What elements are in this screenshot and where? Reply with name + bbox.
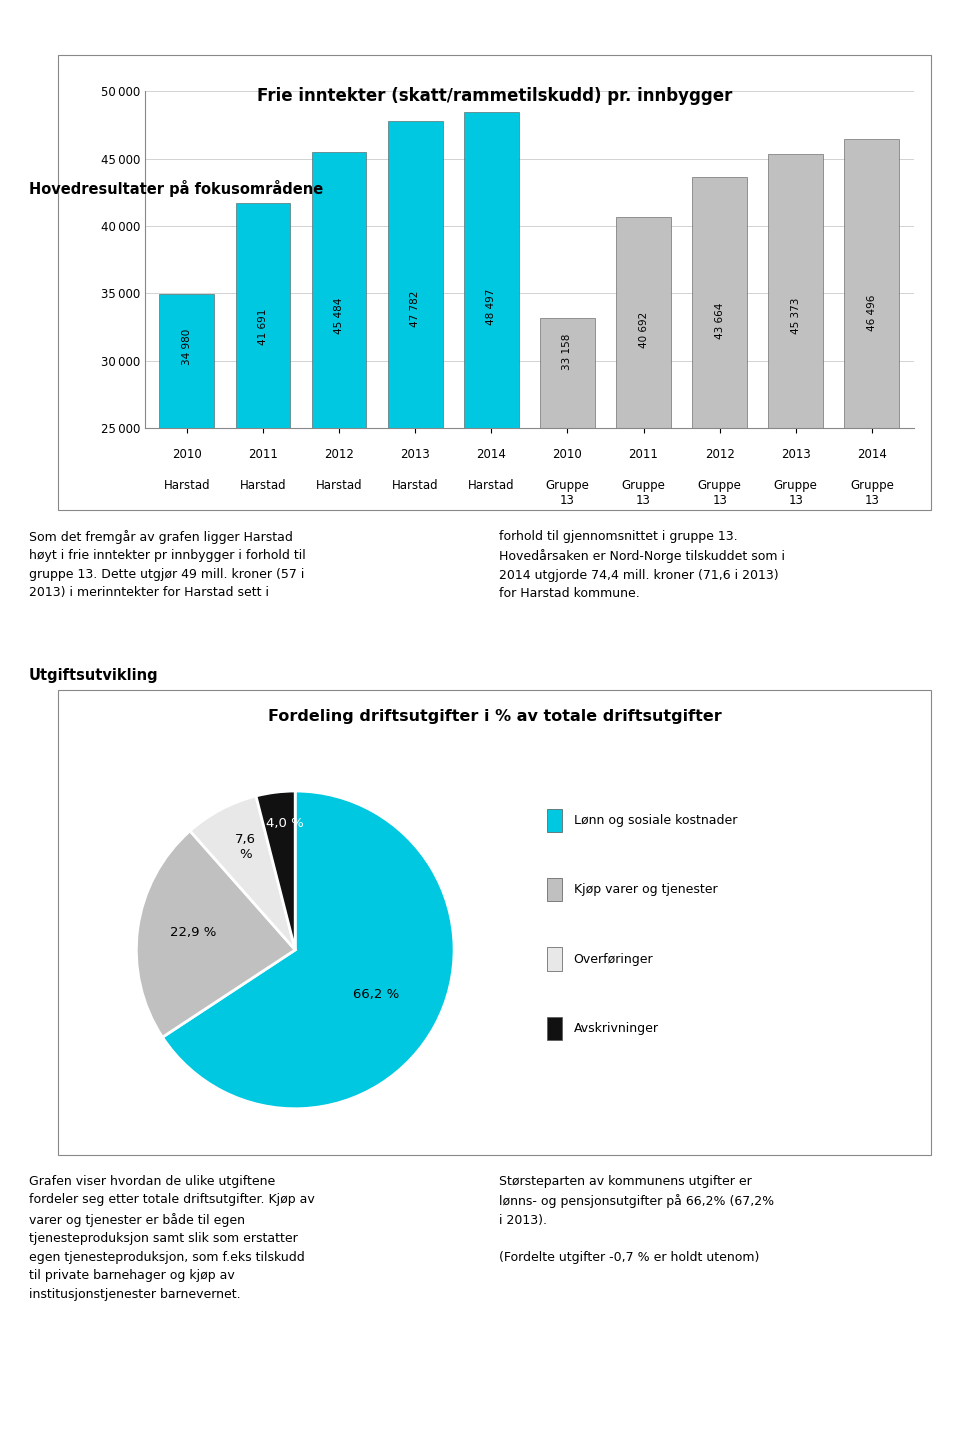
Text: 47 782: 47 782 [410,291,420,327]
Text: 2012: 2012 [324,448,354,461]
Bar [312,152,367,765]
Text: Harstad: Harstad [240,479,286,492]
Text: Overføringer: Overføringer [574,953,654,966]
Text: 33 158: 33 158 [563,334,572,370]
Text: Harstad: Harstad [316,479,362,492]
Text: 34 980: 34 980 [181,328,192,364]
Bar [768,153,823,765]
Text: 2013: 2013 [400,448,430,461]
Text: Hovedresultater på fokusområdene: Hovedresultater på fokusområdene [29,179,324,197]
Text: Utgiftsutvikling: Utgiftsutvikling [29,668,158,683]
Text: Kjøp varer og tjenester: Kjøp varer og tjenester [574,884,717,897]
Text: 2012: 2012 [705,448,734,461]
Text: Gruppe
13: Gruppe 13 [698,479,741,506]
Text: 48 497: 48 497 [487,288,496,325]
Text: 45 373: 45 373 [791,298,801,334]
Text: Harstad: Harstad [392,479,439,492]
Text: 4,0 %: 4,0 % [266,817,303,830]
Bar [159,294,214,765]
Text: forhold til gjennomsnittet i gruppe 13.
Hovedårsaken er Nord-Norge tilskuddet so: forhold til gjennomsnittet i gruppe 13. … [499,531,785,600]
Text: Gruppe
13: Gruppe 13 [850,479,894,506]
Wedge shape [256,791,296,950]
Text: 2010: 2010 [172,448,202,461]
Text: 7,6
%: 7,6 % [235,833,256,860]
Bar [616,217,671,765]
Wedge shape [136,831,296,1037]
Text: Fordeling driftsutgifter i % av totale driftsutgifter: Fordeling driftsutgifter i % av totale d… [268,709,721,723]
Text: 2011: 2011 [629,448,659,461]
Text: 2014: 2014 [476,448,506,461]
Bar [464,111,518,765]
Text: Frie inntekter (skatt/rammetilskudd) pr. innbygger: Frie inntekter (skatt/rammetilskudd) pr.… [256,87,732,106]
Bar [388,121,443,765]
Text: 43 664: 43 664 [714,302,725,340]
Text: 2014: 2014 [857,448,887,461]
Text: 2011: 2011 [248,448,277,461]
Text: Størsteparten av kommunens utgifter er
lønns- og pensjonsutgifter på 66,2% (67,2: Størsteparten av kommunens utgifter er l… [499,1176,775,1264]
Text: 66,2 %: 66,2 % [352,988,398,1001]
Text: 2013: 2013 [780,448,810,461]
Text: 45 484: 45 484 [334,298,344,334]
Text: Lønn og sosiale kostnader: Lønn og sosiale kostnader [574,814,737,827]
Wedge shape [190,795,296,950]
Text: 46 496: 46 496 [867,295,876,331]
Text: Gruppe
13: Gruppe 13 [545,479,589,506]
Bar [845,139,900,765]
Bar [540,318,595,765]
Text: Gruppe
13: Gruppe 13 [774,479,818,506]
Text: 22,9 %: 22,9 % [170,927,217,940]
Bar [692,176,747,765]
Text: 41 691: 41 691 [258,308,268,346]
Text: Harstad: Harstad [468,479,515,492]
Wedge shape [162,791,454,1109]
Text: Avskrivninger: Avskrivninger [574,1022,659,1035]
Text: Harstad: Harstad [163,479,210,492]
Text: 40 692: 40 692 [638,312,649,348]
Text: Grafen viser hvordan de ulike utgiftene
fordeler seg etter totale driftsutgifter: Grafen viser hvordan de ulike utgiftene … [29,1176,315,1300]
Text: Som det fremgår av grafen ligger Harstad
høyt i frie inntekter pr innbygger i fo: Som det fremgår av grafen ligger Harstad… [29,531,305,600]
Text: 2010: 2010 [553,448,583,461]
Text: Gruppe
13: Gruppe 13 [621,479,665,506]
Bar [235,204,290,765]
